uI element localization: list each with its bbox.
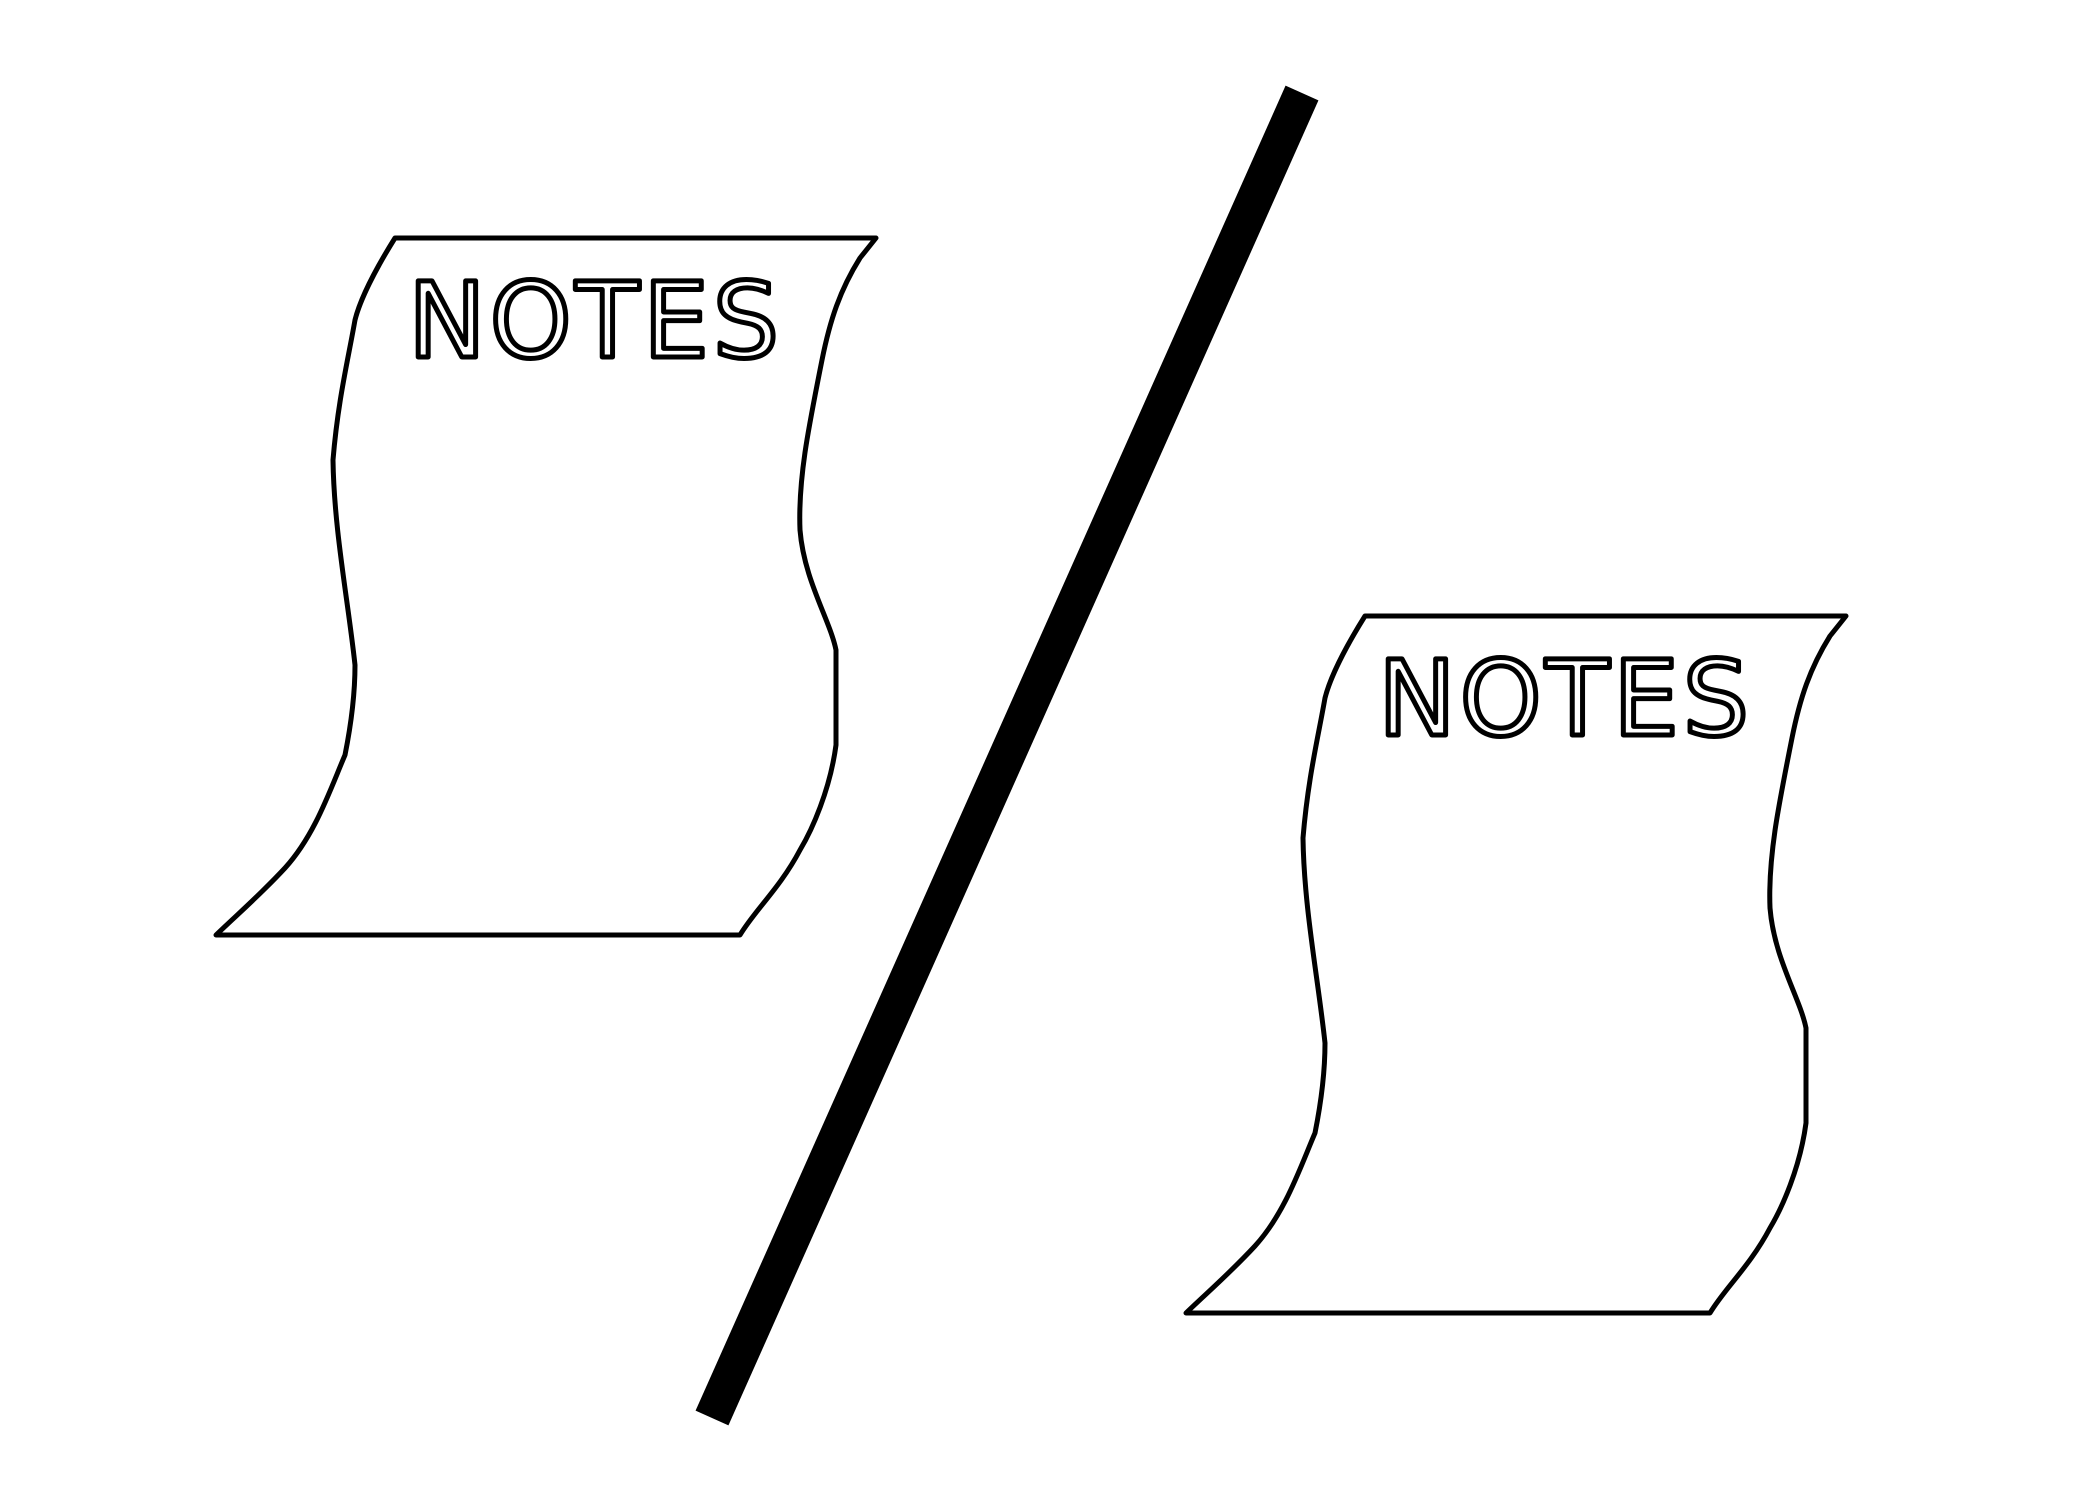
left-notes-sheet: NOTES [213, 235, 879, 938]
right-notes-sheet: NOTES [1183, 613, 1849, 1316]
slash-divider-icon [695, 85, 1319, 1426]
right-notes-label: NOTES [1378, 638, 1753, 760]
left-notes-paper-icon [213, 235, 879, 938]
left-notes-label: NOTES [408, 260, 783, 382]
right-notes-paper-icon [1183, 613, 1849, 1316]
